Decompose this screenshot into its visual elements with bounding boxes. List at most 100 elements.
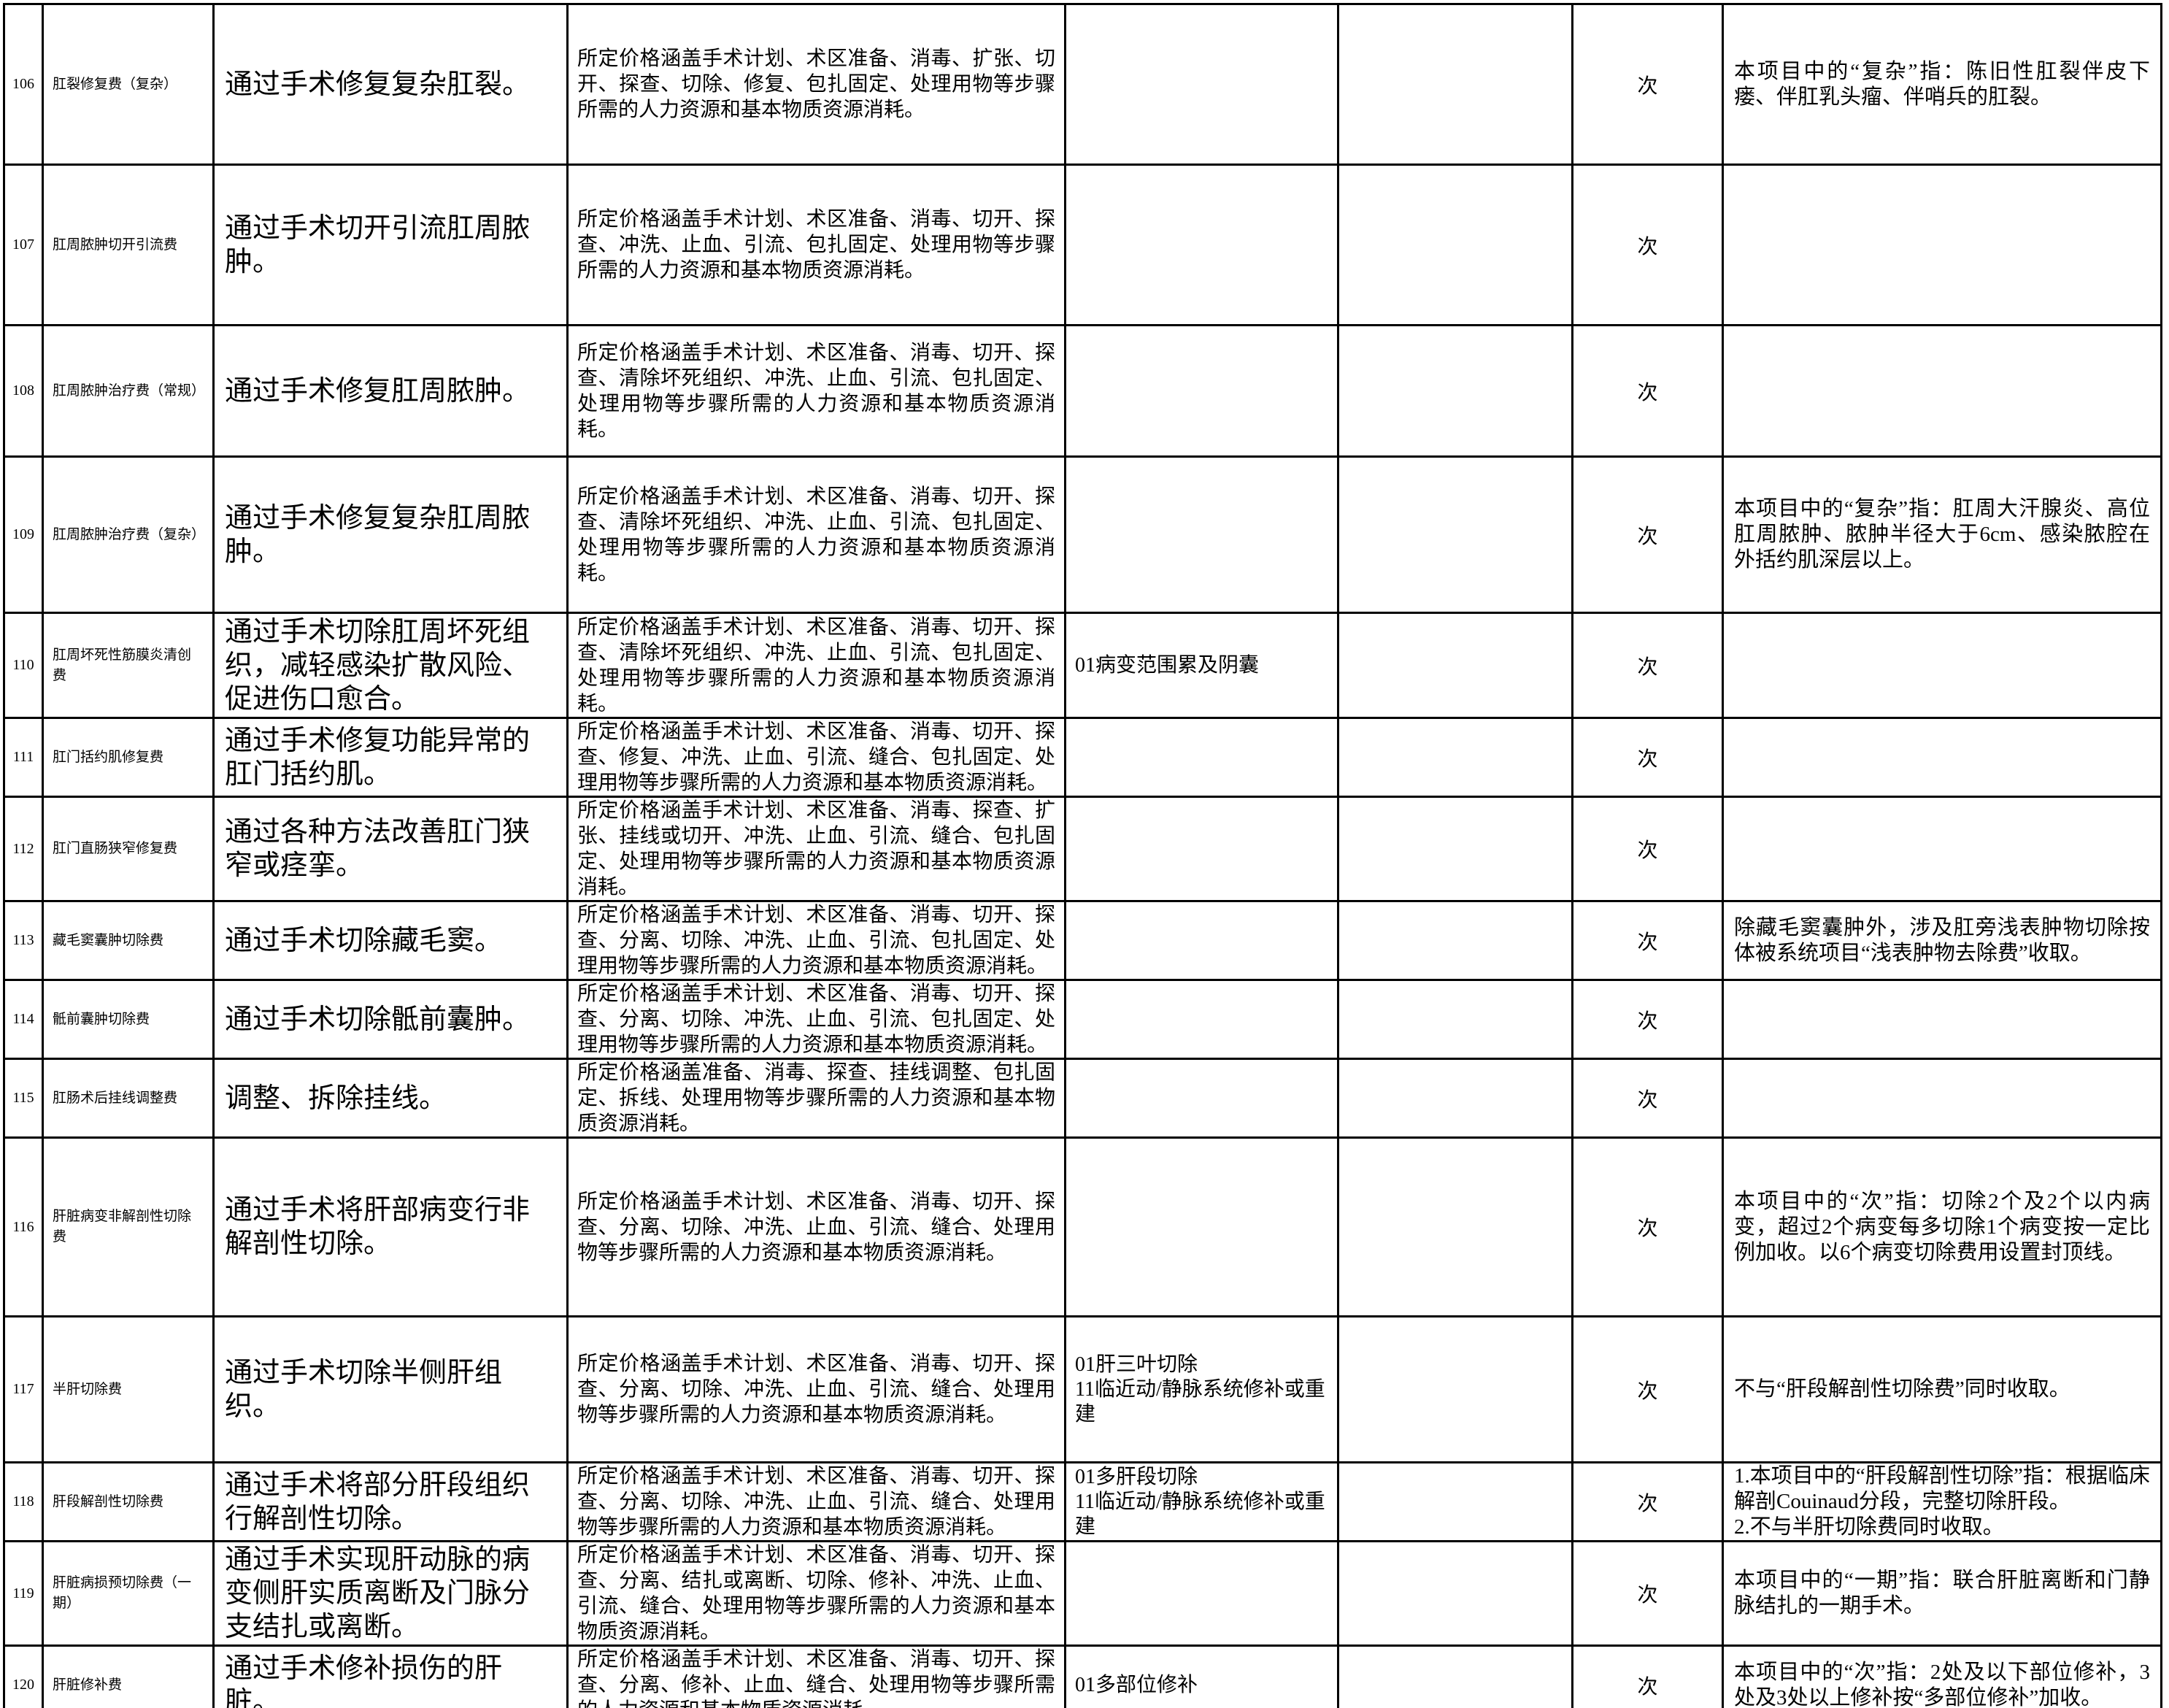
- table-row: 117 半肝切除费 通过手术切除半侧肝组织。 所定价格涵盖手术计划、术区准备、消毒、切…: [3, 1315, 2162, 1463]
- price-composition-cell: 所定价格涵盖手术计划、术区准备、消毒、切开、探查、清除坏死组织、冲洗、止血、引流…: [566, 324, 1066, 458]
- unit-cell: 次: [1571, 164, 1724, 326]
- note-cell-line: 本项目中的“次”指：切除2个及2个以内病变，超过2个病变每多切除1个病变按一定比…: [1734, 1189, 2150, 1264]
- price-composition-cell: 所定价格涵盖手术计划、术区准备、消毒、切开、探查、分离、切除、冲洗、止血、引流、…: [566, 979, 1066, 1060]
- service-output-cell: 通过手术实现肝动脉的病变侧肝实质离断及门脉分支结扎或离断。: [212, 1540, 569, 1647]
- unit-cell: 次: [1571, 612, 1724, 719]
- surcharge-items-cell: [1064, 324, 1339, 458]
- row-number-cell: 109: [3, 455, 44, 614]
- surcharge-items-cell: 01病变范围累及阴囊: [1064, 612, 1339, 719]
- note-cell-line: 除藏毛窦囊肿外，涉及肛旁浅表肿物切除按体被系统项目“浅表肿物去除费”收取。: [1734, 915, 2150, 965]
- surcharge-items-cell: [1064, 900, 1339, 981]
- table-row: 107 肛周脓肿切开引流费 通过手术切开引流肛周脓肿。 所定价格涵盖手术计划、术区准备…: [3, 164, 2162, 326]
- service-output-cell: 通过手术修复肛周脓肿。: [212, 324, 569, 458]
- note-cell: [1722, 324, 2162, 458]
- price-composition-cell: 所定价格涵盖手术计划、术区准备、消毒、切开、探查、分离、结扎或离断、切除、修补、…: [566, 1540, 1066, 1647]
- price-composition-cell: 所定价格涵盖手术计划、术区准备、消毒、探查、扩张、挂线或切开、冲洗、止血、引流、…: [566, 796, 1066, 902]
- price-composition-cell: 所定价格涵盖手术计划、术区准备、消毒、切开、探查、清除坏死组织、冲洗、止血、引流…: [566, 455, 1066, 614]
- surcharge-items-cell: [1064, 796, 1339, 902]
- table-row: 120 肝脏修补费 通过手术修补损伤的肝脏。 所定价格涵盖手术计划、术区准备、消毒、切…: [3, 1644, 2162, 1708]
- surcharge-items-cell-line: 11临近动/静脉系统修补或重建: [1075, 1377, 1325, 1426]
- price-composition-cell: 所定价格涵盖手术计划、术区准备、消毒、扩张、切开、探查、切除、修复、包扎固定、处…: [566, 3, 1066, 166]
- surcharge-items-cell: [1064, 1136, 1339, 1317]
- surcharge-items-cell: 01肝三叶切除 11临近动/静脉系统修补或重建: [1064, 1315, 1339, 1463]
- row-number-cell: 108: [3, 324, 44, 458]
- note-cell: [1722, 164, 2162, 326]
- extension-cell: [1337, 164, 1573, 326]
- extension-cell: [1337, 1315, 1573, 1463]
- extension-cell: [1337, 3, 1573, 166]
- note-cell: [1722, 796, 2162, 902]
- service-output-cell: 通过手术修补损伤的肝脏。: [212, 1644, 569, 1708]
- surcharge-items-cell: [1064, 455, 1339, 614]
- note-cell: 1.本项目中的“肝段解剖性切除”指：根据临床解剖Couinaud分段，完整切除肝…: [1722, 1461, 2162, 1542]
- price-composition-cell: 所定价格涵盖手术计划、术区准备、消毒、切开、探查、分离、切除、冲洗、止血、引流、…: [566, 1461, 1066, 1542]
- surcharge-items-cell-line: 01病变范围累及阴囊: [1075, 653, 1260, 677]
- surcharge-items-cell: [1064, 979, 1339, 1060]
- price-composition-cell: 所定价格涵盖手术计划、术区准备、消毒、切开、探查、清除坏死组织、冲洗、止血、引流…: [566, 612, 1066, 719]
- extension-cell: [1337, 796, 1573, 902]
- table-row: 115 肛肠术后挂线调整费 调整、拆除挂线。 所定价格涵盖准备、消毒、探查、挂线调整、…: [3, 1058, 2162, 1139]
- medical-price-table: 106 肛裂修复费（复杂） 通过手术修复复杂肛裂。 所定价格涵盖手术计划、术区准备、消…: [3, 3, 2162, 1708]
- table-row: 106 肛裂修复费（复杂） 通过手术修复复杂肛裂。 所定价格涵盖手术计划、术区准备、消…: [3, 3, 2162, 166]
- extension-cell: [1337, 1540, 1573, 1647]
- table-row: 109 肛周脓肿治疗费（复杂） 通过手术修复复杂肛周脓肿。 所定价格涵盖手术计划、术区…: [3, 455, 2162, 614]
- row-number-cell: 110: [3, 612, 44, 719]
- service-output-cell: 通过手术切除半侧肝组织。: [212, 1315, 569, 1463]
- note-cell-line: 2.不与半肝切除费同时收取。: [1734, 1515, 2004, 1539]
- note-cell-line: 本项目中的“复杂”指：肛周大汗腺炎、高位肛周脓肿、脓肿半径大于6cm、感染脓腔在…: [1734, 497, 2150, 572]
- service-output-cell: 通过手术修复复杂肛裂。: [212, 3, 569, 166]
- item-name-cell: 肛周脓肿切开引流费: [42, 164, 215, 326]
- row-number-cell: 119: [3, 1540, 44, 1647]
- price-composition-cell: 所定价格涵盖手术计划、术区准备、消毒、切开、探查、分离、切除、冲洗、止血、引流、…: [566, 1315, 1066, 1463]
- surcharge-items-cell: 01多肝段切除 11临近动/静脉系统修补或重建: [1064, 1461, 1339, 1542]
- note-cell: 除藏毛窦囊肿外，涉及肛旁浅表肿物切除按体被系统项目“浅表肿物去除费”收取。: [1722, 900, 2162, 981]
- surcharge-items-cell-line: 01多肝段切除: [1075, 1465, 1198, 1488]
- extension-cell: [1337, 717, 1573, 798]
- extension-cell: [1337, 900, 1573, 981]
- unit-cell: 次: [1571, 1136, 1724, 1317]
- extension-cell: [1337, 1136, 1573, 1317]
- surcharge-items-cell: [1064, 3, 1339, 166]
- row-number-cell: 117: [3, 1315, 44, 1463]
- unit-cell: 次: [1571, 324, 1724, 458]
- service-output-cell: 通过手术切除肛周坏死组织，减轻感染扩散风险、促进伤口愈合。: [212, 612, 569, 719]
- surcharge-items-cell: 01多部位修补: [1064, 1644, 1339, 1708]
- item-name-cell: 半肝切除费: [42, 1315, 215, 1463]
- note-cell: 本项目中的“复杂”指：肛周大汗腺炎、高位肛周脓肿、脓肿半径大于6cm、感染脓腔在…: [1722, 455, 2162, 614]
- item-name-cell: 肝段解剖性切除费: [42, 1461, 215, 1542]
- item-name-cell: 肛周脓肿治疗费（复杂）: [42, 455, 215, 614]
- row-number-cell: 114: [3, 979, 44, 1060]
- unit-cell: 次: [1571, 979, 1724, 1060]
- note-cell: [1722, 612, 2162, 719]
- table-row: 119 肝脏病损预切除费（一期） 通过手术实现肝动脉的病变侧肝实质离断及门脉分支结扎…: [3, 1540, 2162, 1647]
- price-composition-cell: 所定价格涵盖手术计划、术区准备、消毒、切开、探查、分离、切除、冲洗、止血、引流、…: [566, 1136, 1066, 1317]
- row-number-cell: 113: [3, 900, 44, 981]
- row-number-cell: 112: [3, 796, 44, 902]
- item-name-cell: 肛门直肠狭窄修复费: [42, 796, 215, 902]
- unit-cell: 次: [1571, 1540, 1724, 1647]
- extension-cell: [1337, 1644, 1573, 1708]
- extension-cell: [1337, 324, 1573, 458]
- table-row: 118 肝段解剖性切除费 通过手术将部分肝段组织行解剖性切除。 所定价格涵盖手术计划、…: [3, 1461, 2162, 1542]
- service-output-cell: 通过手术切开引流肛周脓肿。: [212, 164, 569, 326]
- extension-cell: [1337, 979, 1573, 1060]
- service-output-cell: 通过手术切除藏毛窦。: [212, 900, 569, 981]
- price-composition-cell: 所定价格涵盖手术计划、术区准备、消毒、切开、探查、分离、修补、止血、缝合、处理用…: [566, 1644, 1066, 1708]
- unit-cell: 次: [1571, 455, 1724, 614]
- unit-cell: 次: [1571, 900, 1724, 981]
- extension-cell: [1337, 455, 1573, 614]
- item-name-cell: 肝脏修补费: [42, 1644, 215, 1708]
- item-name-cell: 肝脏病损预切除费（一期）: [42, 1540, 215, 1647]
- unit-cell: 次: [1571, 1058, 1724, 1139]
- item-name-cell: 藏毛窦囊肿切除费: [42, 900, 215, 981]
- note-cell: 本项目中的“一期”指：联合肝脏离断和门静脉结扎的一期手术。: [1722, 1540, 2162, 1647]
- unit-cell: 次: [1571, 1644, 1724, 1708]
- table-row: 113 藏毛窦囊肿切除费 通过手术切除藏毛窦。 所定价格涵盖手术计划、术区准备、消毒、…: [3, 900, 2162, 981]
- unit-cell: 次: [1571, 3, 1724, 166]
- extension-cell: [1337, 612, 1573, 719]
- service-output-cell: 通过手术修复复杂肛周脓肿。: [212, 455, 569, 614]
- item-name-cell: 肛周脓肿治疗费（常规）: [42, 324, 215, 458]
- price-composition-cell: 所定价格涵盖手术计划、术区准备、消毒、切开、探查、分离、切除、冲洗、止血、引流、…: [566, 900, 1066, 981]
- item-name-cell: 肛周坏死性筋膜炎清创费: [42, 612, 215, 719]
- service-output-cell: 通过手术将肝部病变行非解剖性切除。: [212, 1136, 569, 1317]
